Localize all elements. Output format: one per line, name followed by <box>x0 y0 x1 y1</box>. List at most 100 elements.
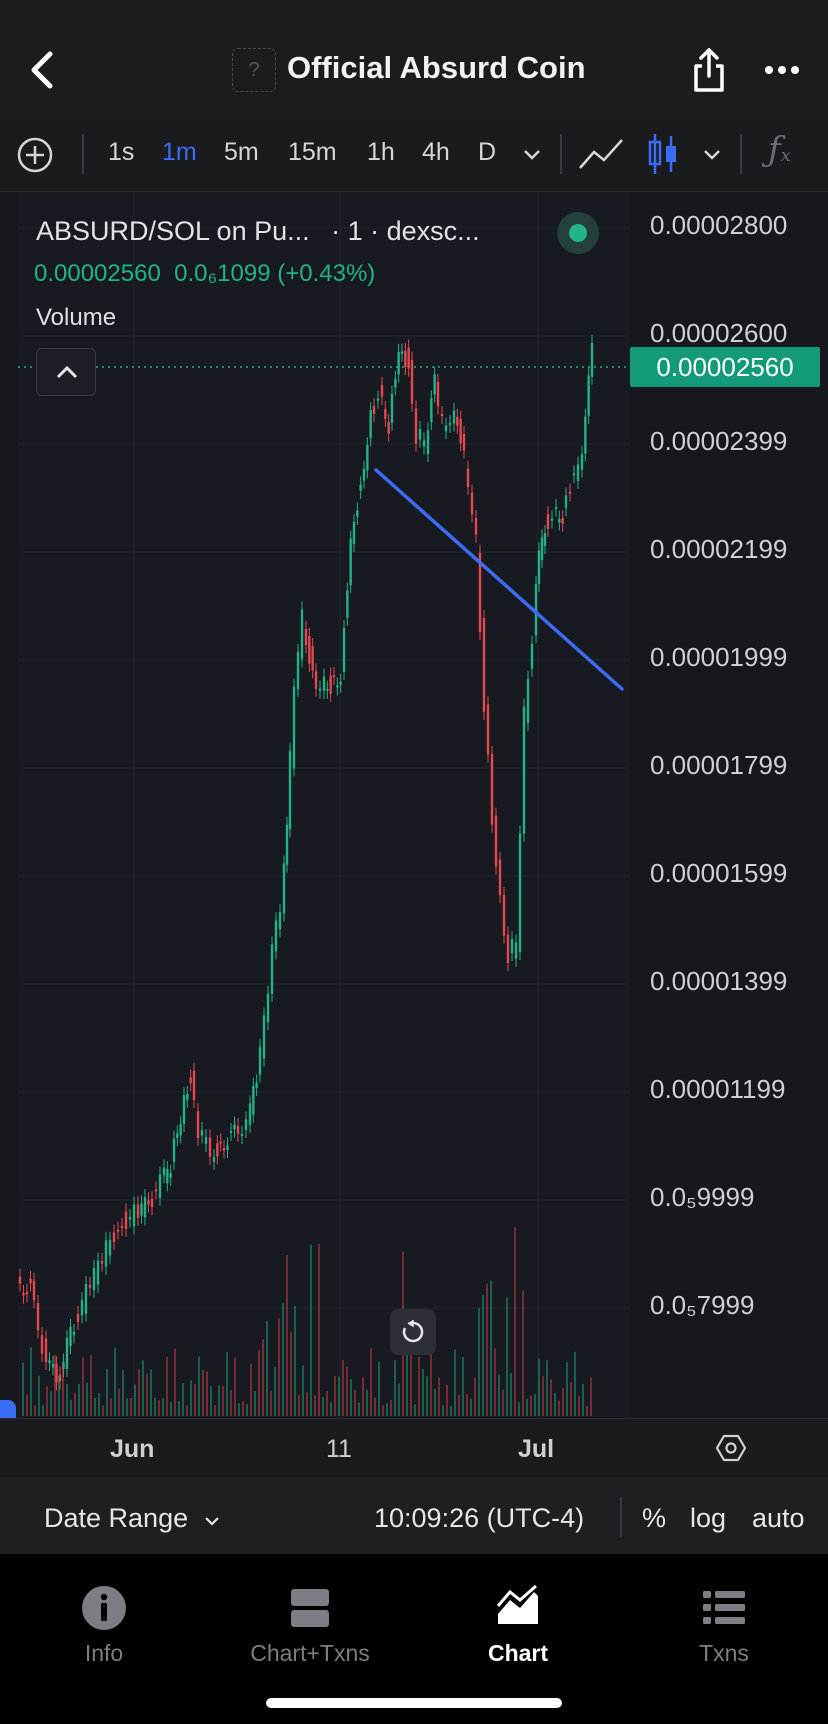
candle-body <box>362 468 366 481</box>
candle-body <box>346 590 349 618</box>
date-range-button[interactable]: Date Range <box>44 1503 220 1534</box>
candle-body <box>88 1284 92 1288</box>
candle-body <box>349 538 352 586</box>
candle-body <box>534 584 538 636</box>
back-arrow-icon[interactable] <box>24 48 60 92</box>
price-chart[interactable] <box>0 192 828 1418</box>
candle-body <box>116 1229 120 1232</box>
volume-bar <box>558 1400 560 1416</box>
volume-bar <box>82 1357 84 1416</box>
candle-body <box>459 418 462 444</box>
line-chart-icon[interactable] <box>578 136 624 172</box>
interval-15m[interactable]: 15m <box>288 138 337 166</box>
candle-body <box>120 1226 124 1229</box>
volume-bar <box>570 1382 572 1416</box>
volume-bar <box>442 1405 444 1416</box>
volume-bar <box>214 1405 216 1416</box>
candle-body <box>474 517 478 535</box>
volume-bar <box>298 1394 300 1416</box>
interval-1s[interactable]: 1s <box>108 138 135 166</box>
volume-bar <box>166 1356 168 1416</box>
volume-bar <box>590 1377 592 1416</box>
volume-bar <box>238 1403 240 1416</box>
candle-body <box>322 676 326 691</box>
percent-scale-toggle[interactable]: % <box>642 1503 667 1533</box>
candle-body <box>430 398 433 423</box>
candle-body <box>25 1291 29 1295</box>
share-icon[interactable] <box>690 46 728 94</box>
candle-body <box>526 678 530 724</box>
volume-bar <box>322 1396 324 1416</box>
volume-bar <box>146 1373 148 1416</box>
interval-d[interactable]: D <box>478 138 497 166</box>
live-status-indicator <box>557 212 599 254</box>
price-axis-label: 0.00001599 <box>650 858 788 888</box>
time-label-11: 11 <box>326 1435 352 1463</box>
candlestick-icon[interactable] <box>646 132 680 176</box>
chart-settings-icon[interactable] <box>716 1433 746 1463</box>
volume-bar <box>586 1405 588 1416</box>
volume-bar <box>114 1347 116 1416</box>
volume-bar <box>330 1401 332 1416</box>
candle-body <box>407 347 410 369</box>
more-options-icon[interactable] <box>764 56 800 84</box>
nav-item-chart[interactable]: Chart <box>418 1584 618 1667</box>
volume-bar <box>42 1405 44 1416</box>
candle-body <box>84 1284 88 1314</box>
volume-bar <box>22 1362 24 1416</box>
nav-item-txns[interactable]: Txns <box>624 1584 824 1667</box>
volume-bar <box>426 1376 428 1416</box>
candle-body <box>502 895 506 936</box>
chevron-down-icon[interactable] <box>522 148 542 162</box>
add-indicator-icon[interactable] <box>16 136 54 174</box>
volume-bar <box>118 1388 120 1416</box>
candle-body <box>162 1167 166 1176</box>
clock-readout[interactable]: 10:09:26 (UTC-4) <box>374 1503 585 1533</box>
nav-item-info[interactable]: Info <box>4 1584 204 1667</box>
reset-chart-button[interactable] <box>390 1309 436 1355</box>
candle-body <box>80 1300 84 1316</box>
volume-bar <box>462 1356 464 1416</box>
interval-5m[interactable]: 5m <box>224 138 259 166</box>
candle-body <box>561 518 564 524</box>
candle-body <box>314 671 318 689</box>
candle-body <box>278 912 282 930</box>
volume-bar <box>486 1283 488 1416</box>
chart-area[interactable]: ABSURD/SOL on Pu... · 1 · dexsc... 0.000… <box>0 192 828 1418</box>
candle-body <box>147 1200 150 1205</box>
candle-body <box>576 464 580 482</box>
candle-body <box>55 1364 58 1383</box>
candle-body <box>32 1280 36 1301</box>
auto-scale-toggle[interactable]: auto <box>752 1503 805 1533</box>
split-view-icon <box>291 1589 329 1627</box>
interval-1m[interactable]: 1m <box>162 138 197 166</box>
volume-bar <box>398 1383 400 1416</box>
function-icon[interactable]: ƒx <box>768 130 791 170</box>
log-scale-toggle[interactable]: log <box>690 1503 727 1533</box>
pair-label: ABSURD/SOL on Pu... · 1 · dexsc... <box>36 216 480 247</box>
interval-1h[interactable]: 1h <box>367 138 395 166</box>
candle-body <box>143 1197 147 1218</box>
candle-body <box>236 1126 240 1134</box>
candle-body <box>292 686 296 769</box>
candle-body <box>384 409 387 419</box>
chart-pane[interactable] <box>18 192 630 1418</box>
volume-bar <box>246 1404 248 1416</box>
nav-item-chart-txns[interactable]: Chart+Txns <box>210 1584 410 1667</box>
collapse-legend-button[interactable] <box>36 348 96 396</box>
time-axis[interactable]: Jun 11 Jul <box>0 1418 828 1478</box>
interval-4h[interactable]: 4h <box>422 138 450 166</box>
volume-bar <box>310 1244 312 1416</box>
candle-body <box>572 473 576 476</box>
candle-body <box>29 1278 32 1284</box>
price-axis-label: 0.00001999 <box>650 642 788 672</box>
chevron-down-icon[interactable] <box>702 148 722 162</box>
candle-body <box>304 628 308 646</box>
volume-bar <box>78 1383 80 1416</box>
candle-body <box>342 627 346 672</box>
candle-body <box>369 410 372 439</box>
volume-bar <box>334 1375 336 1416</box>
candle-body <box>192 1070 196 1100</box>
nav-label-chart: Chart <box>487 1640 549 1666</box>
volume-bar <box>346 1366 348 1416</box>
